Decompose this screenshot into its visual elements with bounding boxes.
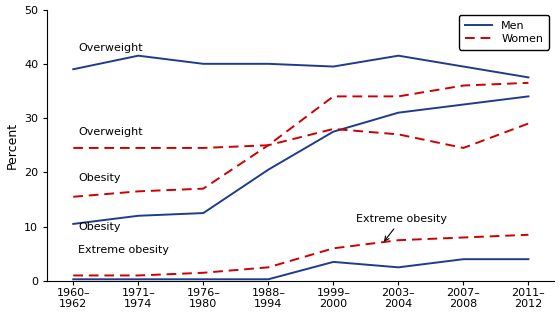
Text: Obesity: Obesity <box>78 173 121 183</box>
Text: Overweight: Overweight <box>78 127 143 137</box>
Text: Obesity: Obesity <box>78 222 121 232</box>
Legend: Men, Women: Men, Women <box>459 15 549 49</box>
Y-axis label: Percent: Percent <box>6 122 18 169</box>
Text: Overweight: Overweight <box>78 43 143 53</box>
Text: Extreme obesity: Extreme obesity <box>78 245 170 255</box>
Text: Extreme obesity: Extreme obesity <box>356 214 447 241</box>
